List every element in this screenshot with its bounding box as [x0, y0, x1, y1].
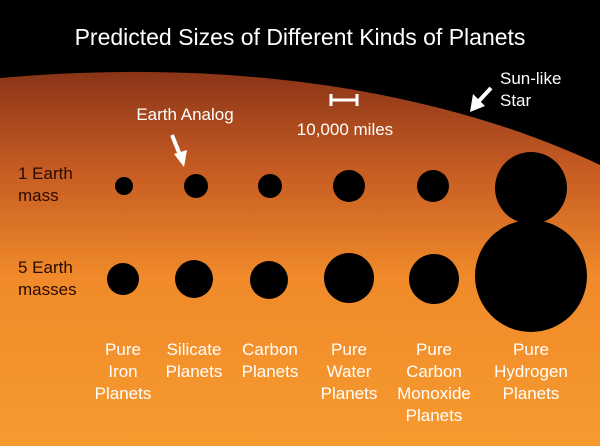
- planet-co-5: [409, 254, 459, 304]
- planet-water-1: [333, 170, 365, 202]
- planets-5-earth-masses: [107, 220, 587, 332]
- scale-bar-label: 10,000 miles: [296, 120, 394, 139]
- planet-iron-1: [115, 177, 133, 195]
- planet-silicate-5: [175, 260, 213, 298]
- sun-like-star-label: Sun-like Star: [500, 69, 562, 110]
- column-label-water: Pure Water Planets: [320, 340, 378, 403]
- planet-carbon-5: [250, 261, 288, 299]
- planet-co-1: [417, 170, 449, 202]
- planet-carbon-1: [258, 174, 282, 198]
- column-label-carbon: Carbon Planets: [241, 340, 299, 381]
- planets-1-earth-mass: [115, 152, 567, 224]
- sun-like-star-surface: [0, 71, 600, 446]
- earth-analog-label: Earth Analog: [136, 105, 234, 124]
- column-label-carbon-monoxide: Pure Carbon Monoxide Planets: [397, 340, 471, 425]
- planet-silicate-1: [184, 174, 208, 198]
- column-label-silicate: Silicate Planets: [165, 340, 223, 381]
- planet-iron-5: [107, 263, 139, 295]
- scale-bar: [329, 94, 359, 106]
- column-label-hydrogen: Pure Hydrogen Planets: [494, 340, 568, 403]
- sun-like-star-arrow: [470, 86, 493, 112]
- row-label-5-earth-masses: 5 Earth masses: [18, 258, 77, 299]
- diagram-title: Predicted Sizes of Different Kinds of Pl…: [74, 24, 526, 50]
- column-label-iron: Pure Iron Planets: [94, 340, 152, 403]
- row-label-1-earth-mass: 1 Earth mass: [18, 164, 73, 205]
- earth-analog-arrow: [170, 134, 187, 167]
- planet-hydrogen-1: [495, 152, 567, 224]
- planet-water-5: [324, 253, 374, 303]
- planet-hydrogen-5: [475, 220, 587, 332]
